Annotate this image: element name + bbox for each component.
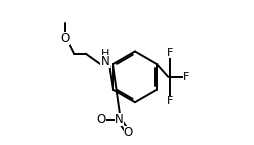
Text: F: F [183,72,190,82]
Text: H: H [100,55,109,68]
Text: O: O [96,113,105,126]
Text: O: O [124,126,133,139]
Text: H: H [101,49,109,59]
Text: F: F [167,97,173,106]
Text: O: O [61,32,70,45]
Text: N: N [101,55,110,68]
Text: N: N [115,113,123,126]
Text: F: F [167,48,173,58]
